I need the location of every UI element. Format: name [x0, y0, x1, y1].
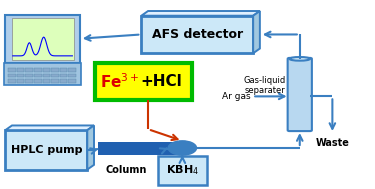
FancyBboxPatch shape: [4, 63, 81, 85]
FancyBboxPatch shape: [26, 74, 33, 77]
Polygon shape: [5, 125, 94, 130]
Text: +HCl: +HCl: [140, 74, 182, 89]
Bar: [99, 142, 188, 156]
FancyBboxPatch shape: [17, 74, 24, 77]
FancyBboxPatch shape: [26, 80, 33, 83]
Text: Ar gas: Ar gas: [222, 92, 251, 101]
FancyBboxPatch shape: [5, 130, 87, 170]
FancyBboxPatch shape: [5, 15, 80, 63]
FancyBboxPatch shape: [34, 80, 42, 83]
FancyBboxPatch shape: [158, 156, 207, 184]
FancyBboxPatch shape: [60, 80, 68, 83]
Text: Fe$^{3+}$: Fe$^{3+}$: [100, 72, 140, 91]
FancyBboxPatch shape: [34, 68, 42, 72]
FancyBboxPatch shape: [17, 68, 24, 72]
FancyBboxPatch shape: [51, 68, 59, 72]
Text: KBH$_4$: KBH$_4$: [166, 164, 199, 177]
Polygon shape: [87, 125, 94, 170]
FancyBboxPatch shape: [43, 80, 50, 83]
FancyBboxPatch shape: [68, 74, 76, 77]
FancyBboxPatch shape: [60, 74, 68, 77]
Text: Column: Column: [106, 165, 147, 175]
FancyBboxPatch shape: [8, 74, 16, 77]
FancyBboxPatch shape: [51, 80, 59, 83]
Polygon shape: [253, 11, 260, 53]
FancyBboxPatch shape: [12, 18, 74, 60]
FancyBboxPatch shape: [68, 80, 76, 83]
FancyBboxPatch shape: [8, 68, 16, 72]
FancyBboxPatch shape: [8, 80, 16, 83]
FancyBboxPatch shape: [26, 68, 33, 72]
FancyBboxPatch shape: [51, 74, 59, 77]
FancyBboxPatch shape: [17, 80, 24, 83]
FancyBboxPatch shape: [43, 74, 50, 77]
Text: AFS detector: AFS detector: [152, 28, 243, 41]
FancyBboxPatch shape: [95, 63, 192, 100]
Text: HPLC pump: HPLC pump: [10, 145, 82, 155]
FancyBboxPatch shape: [43, 68, 50, 72]
Polygon shape: [141, 11, 260, 16]
Circle shape: [168, 141, 196, 155]
Text: Gas-liquid
separater: Gas-liquid separater: [243, 76, 286, 95]
FancyBboxPatch shape: [68, 68, 76, 72]
FancyBboxPatch shape: [34, 74, 42, 77]
Text: Waste: Waste: [315, 138, 349, 148]
Ellipse shape: [290, 57, 310, 61]
FancyBboxPatch shape: [288, 58, 312, 131]
FancyBboxPatch shape: [141, 16, 253, 53]
FancyBboxPatch shape: [60, 68, 68, 72]
